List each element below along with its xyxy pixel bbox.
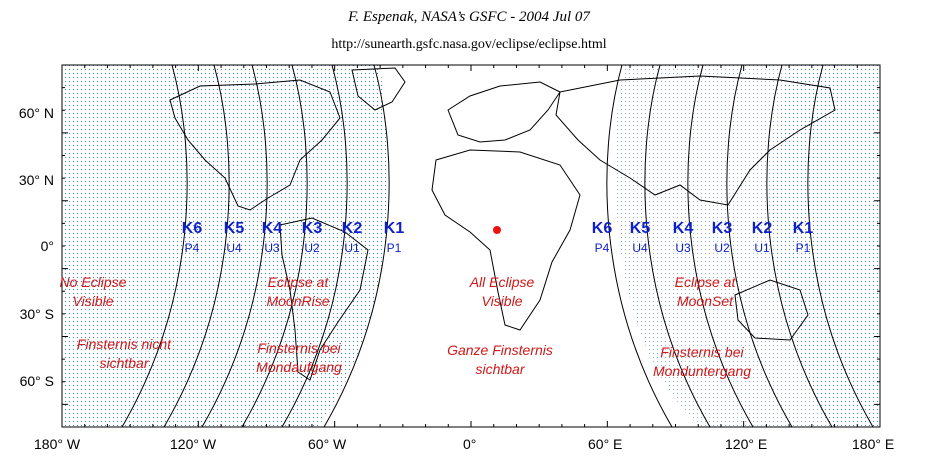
east-contact-phase-u4: U4 bbox=[632, 241, 648, 255]
map-title: F. Espenak, NASA’s GSFC - 2004 Jul 07 bbox=[348, 9, 590, 25]
continent-outlines bbox=[169, 67, 836, 381]
all-visible-zone bbox=[318, 65, 700, 427]
west-contact-curve-k2 bbox=[281, 65, 348, 427]
west-contact-curve-k4 bbox=[201, 65, 268, 427]
east-shaded-zone bbox=[772, 65, 880, 427]
moonrise-en-2: MoonRise bbox=[266, 293, 329, 309]
greenland-outline bbox=[351, 67, 406, 111]
east-contact-curve-k3 bbox=[726, 65, 793, 427]
west-contact-curve-k5 bbox=[163, 65, 230, 427]
west-contact-phase-p1: P1 bbox=[387, 241, 402, 255]
west-contact-curve-k1 bbox=[323, 65, 390, 427]
moonrise-de-2: Mondaufgang bbox=[256, 359, 342, 375]
west-contact-label-k4: K4 bbox=[262, 220, 283, 237]
lon-label-60w: 60° W bbox=[308, 436, 347, 452]
all-visible-en-2: Visible bbox=[482, 293, 523, 309]
east-contact-label-k3: K3 bbox=[712, 220, 733, 237]
east-contact-curve-k5 bbox=[644, 65, 711, 427]
west-contact-label-k1: K1 bbox=[384, 220, 405, 237]
lon-label-120e: 120° E bbox=[725, 436, 768, 452]
east-contact-curve-k1 bbox=[807, 65, 874, 427]
west-contact-curve-k3 bbox=[241, 65, 308, 427]
moonset-de-1: Finsternis bei bbox=[660, 344, 744, 360]
lon-label-120w: 120° W bbox=[170, 436, 217, 452]
moonset-de-2: Monduntergang bbox=[653, 363, 751, 379]
australia-outline bbox=[734, 279, 809, 341]
east-contact-curve-k4 bbox=[687, 65, 754, 427]
asia-outline bbox=[555, 75, 836, 206]
east-contact-phase-u2: U2 bbox=[714, 241, 730, 255]
contact-labels: K6 P4 K5 U4 K4 U3 K3 U2 K2 U1 K1 P1 K6 P4 K5 U4 K4 U3 K3 U2… bbox=[182, 220, 814, 255]
east-contact-curve-k6 bbox=[606, 65, 673, 427]
west-contact-label-k2: K2 bbox=[342, 220, 363, 237]
moonrise-en-1: Eclipse at bbox=[268, 274, 330, 290]
west-contact-phase-p4: P4 bbox=[185, 241, 200, 255]
east-contact-phase-p1: P1 bbox=[796, 241, 811, 255]
no-eclipse-en-2: Visible bbox=[73, 293, 114, 309]
west-contact-label-k5: K5 bbox=[224, 220, 245, 237]
europe-outline bbox=[447, 81, 561, 143]
greatest-eclipse-marker bbox=[493, 226, 501, 234]
east-contact-label-k4: K4 bbox=[673, 220, 694, 237]
lat-label-30s: 30° S bbox=[19, 306, 54, 322]
lat-label-0: 0° bbox=[40, 238, 54, 254]
west-contact-label-k6: K6 bbox=[182, 220, 203, 237]
lat-label-30n: 30° N bbox=[18, 172, 54, 188]
map-ticks bbox=[61, 64, 881, 428]
lat-label-60n: 60° N bbox=[18, 105, 54, 121]
lon-label-0: 0° bbox=[463, 436, 477, 452]
west-contact-curve-k6 bbox=[121, 65, 188, 427]
west-contact-phase-u4: U4 bbox=[226, 241, 242, 255]
all-visible-en-1: All Eclipse bbox=[469, 274, 535, 290]
east-contact-phase-u3: U3 bbox=[675, 241, 691, 255]
east-contact-label-k6: K6 bbox=[592, 220, 613, 237]
no-eclipse-de-2: sichtbar bbox=[99, 355, 149, 371]
east-contact-curve-k2 bbox=[766, 65, 833, 427]
africa-outline bbox=[431, 149, 581, 331]
moonset-en-1: Eclipse at bbox=[675, 274, 737, 290]
no-eclipse-en-1: No Eclipse bbox=[60, 274, 127, 290]
moonset-en-2: MoonSet bbox=[677, 293, 734, 309]
lon-label-180w: 180° W bbox=[34, 436, 81, 452]
west-contact-label-k3: K3 bbox=[302, 220, 323, 237]
west-contact-phase-u1: U1 bbox=[344, 241, 360, 255]
all-visible-de-1: Ganze Finsternis bbox=[447, 342, 553, 358]
lon-label-60e: 60° E bbox=[588, 436, 623, 452]
lat-label-60s: 60° S bbox=[19, 373, 54, 389]
east-contact-label-k1: K1 bbox=[793, 220, 814, 237]
lon-label-180e: 180° E bbox=[852, 436, 895, 452]
source-url: http://sunearth.gsfc.nasa.gov/eclipse/ec… bbox=[331, 37, 607, 52]
east-contact-label-k2: K2 bbox=[752, 220, 773, 237]
zone-labels: No Eclipse Visible Finsternis nicht sich… bbox=[60, 274, 752, 379]
east-contact-phase-u1: U1 bbox=[754, 241, 770, 255]
contact-curves bbox=[121, 65, 874, 427]
moonrise-de-1: Finsternis bei bbox=[257, 340, 341, 356]
west-contact-phase-u3: U3 bbox=[264, 241, 280, 255]
east-contact-phase-p4: P4 bbox=[595, 241, 610, 255]
no-eclipse-de-1: Finsternis nicht bbox=[77, 336, 172, 352]
north-america-outline bbox=[169, 79, 341, 211]
all-visible-de-2: sichtbar bbox=[475, 361, 525, 377]
east-contact-label-k5: K5 bbox=[630, 220, 651, 237]
west-contact-phase-u2: U2 bbox=[304, 241, 320, 255]
east-inner-shaded-zone bbox=[614, 65, 830, 427]
